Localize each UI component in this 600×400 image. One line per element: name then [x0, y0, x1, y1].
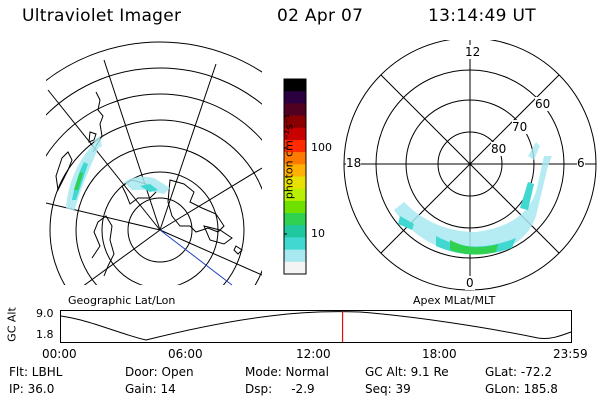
- info-mode: Mode: Normal: [245, 365, 329, 379]
- colorbar-stripe: [284, 164, 306, 177]
- colorbar: [283, 78, 307, 275]
- colorbar-stripe: [284, 237, 306, 251]
- info-gain: Gain: 14: [125, 382, 176, 396]
- altitude-ytick-low: 1.8: [36, 328, 54, 341]
- colorbar-stripe: [284, 249, 306, 263]
- instrument-title: Ultraviolet Imager: [22, 6, 182, 26]
- altitude-ytick-high: 9.0: [36, 307, 54, 320]
- xtick-0600: 06:00: [168, 347, 203, 361]
- info-glon: GLon: 185.8: [485, 382, 558, 396]
- info-filter: Flt: LBHL: [9, 365, 63, 379]
- info-ip: IP: 36.0: [9, 382, 55, 396]
- apex-polar-plot: [343, 40, 597, 291]
- info-dsp: Dsp: -2.9: [245, 382, 315, 396]
- info-glat: GLat: -72.2: [485, 365, 552, 379]
- colorbar-stripe: [284, 91, 306, 104]
- geo-map-label: Geographic Lat/Lon: [68, 294, 176, 307]
- mlt-label-18: 18: [346, 156, 362, 170]
- apex-map-label: Apex MLat/MLT: [413, 294, 496, 307]
- mlat-label-60: 60: [535, 97, 551, 111]
- colorbar-stripe: [284, 115, 306, 129]
- xtick-1200: 12:00: [296, 347, 331, 361]
- colorbar-stripe: [284, 103, 306, 117]
- geographic-map: [46, 41, 262, 286]
- mlat-label-70: 70: [512, 120, 528, 134]
- time-label: 13:14:49 UT: [428, 6, 536, 26]
- colorbar-stripe: [284, 200, 306, 214]
- colorbar-stripe: [284, 188, 306, 202]
- altitude-ylabel: GC Alt: [5, 307, 19, 342]
- colorbar-stripe: [284, 139, 306, 153]
- mlt-label-6: 6: [577, 156, 585, 170]
- colorbar-stripe: [284, 127, 306, 141]
- altitude-plot: [60, 310, 572, 343]
- colorbar-stripe: [284, 213, 306, 226]
- mlt-label-0: 0: [465, 276, 475, 290]
- info-gc-alt: GC Alt: 9.1 Re: [365, 365, 449, 379]
- colorbar-stripe: [284, 176, 306, 190]
- colorbar-tick-10: 10: [311, 227, 325, 240]
- colorbar-stripe: [284, 152, 306, 165]
- colorbar-stripe: [284, 225, 306, 238]
- colorbar-stripe: [284, 261, 306, 275]
- info-door: Door: Open: [125, 365, 194, 379]
- mlt-label-12: 12: [464, 45, 482, 59]
- xtick-1800: 18:00: [422, 347, 457, 361]
- xtick-2359: 23:59: [553, 347, 588, 361]
- colorbar-tick-100: 100: [311, 141, 332, 154]
- date-label: 02 Apr 07: [277, 6, 364, 26]
- colorbar-title: photon cm⁻²s⁻¹: [282, 113, 296, 200]
- info-seq: Seq: 39: [365, 382, 411, 396]
- mlat-label-80: 80: [491, 142, 507, 156]
- colorbar-stripe: [284, 79, 306, 92]
- xtick-0000: 00:00: [42, 347, 77, 361]
